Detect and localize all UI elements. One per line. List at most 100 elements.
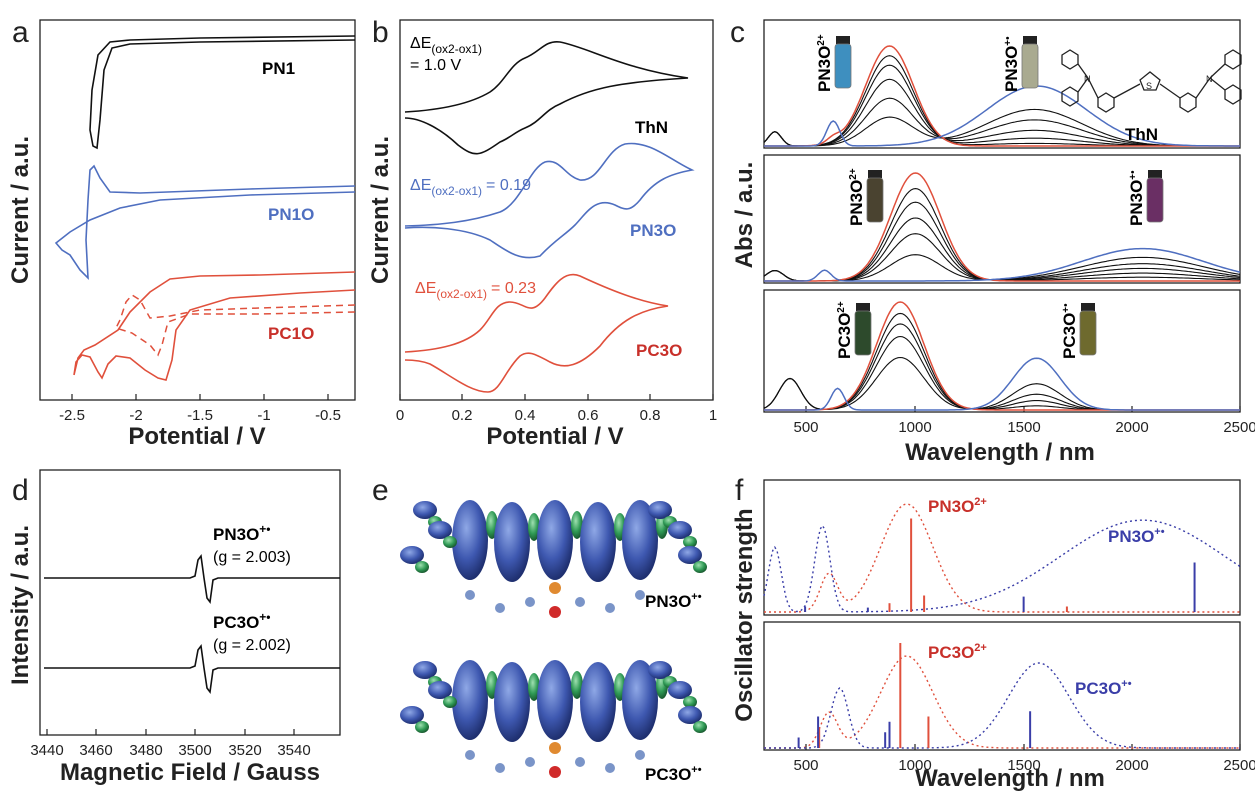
panel-f-spectra [763, 503, 1241, 749]
thn-delta-value: = 1.0 V [410, 57, 461, 74]
a-tick-label: -2 [129, 407, 142, 424]
vial-cap [1023, 36, 1037, 44]
series-thn-cv [404, 41, 689, 155]
series-pc1o-cv-dashed [114, 294, 356, 357]
panel-f-xlabel: Wavelength / nm [915, 765, 1105, 792]
b-tick-label: 0.2 [452, 407, 473, 424]
pn3o-epr-label: PN3O+• [213, 522, 271, 544]
atom [575, 757, 585, 767]
atom [465, 590, 475, 600]
panel-c-xticks: 500 1000 1500 2000 2500 [793, 406, 1255, 436]
series-pn3o-label: PN3O [630, 221, 676, 240]
panel-f-ylabel: Oscillator strength [731, 508, 758, 721]
b-tick-label: 0.4 [515, 407, 536, 424]
panel-e: PN3O+• PC3O+• [400, 500, 707, 784]
series-pn3o-cv [404, 142, 695, 259]
vial-0 [834, 43, 852, 89]
f-bot-dication-curve [764, 655, 1240, 749]
vial-label-1: PN3O+• [1002, 36, 1021, 92]
vial-5 [1079, 310, 1097, 356]
a-tick-label: -2.5 [59, 407, 85, 424]
svg-text:N: N [1206, 74, 1213, 84]
f-tick-label: 500 [793, 757, 818, 774]
spin-lobe-blue [413, 661, 437, 679]
c-mid-spectrum-black [763, 217, 1241, 282]
panel-d-frame [39, 469, 341, 736]
vial-3 [1146, 177, 1164, 223]
spin-lobe-green [415, 561, 429, 573]
series-pc1o-label: PC1O [268, 324, 314, 343]
spin-lobe-blue [400, 706, 424, 724]
pn3o-g-value: (g = 2.003) [213, 549, 291, 566]
spin-lobe-blue [428, 681, 452, 699]
svg-text:S: S [1146, 81, 1152, 91]
d-tick-label: 3500 [178, 742, 211, 759]
spin-lobe-green [415, 721, 429, 733]
series-pn1o-cv [54, 164, 356, 281]
svg-text:N: N [1084, 74, 1091, 84]
f-top-dication-curve [764, 503, 1240, 613]
phosphorus-atom [549, 742, 561, 754]
atom [635, 590, 645, 600]
spin-lobe-blue [537, 500, 573, 580]
spin-lobe-blue [452, 500, 488, 580]
c-top-spectrum-red [764, 45, 1240, 147]
atom [465, 750, 475, 760]
b-tick-label: 0.6 [578, 407, 599, 424]
atom [495, 603, 505, 613]
vial-cap [836, 36, 850, 44]
c-mid-spectrum-red [764, 172, 1240, 282]
d-tick-label: 3520 [228, 742, 261, 759]
spin-lobe-green [693, 721, 707, 733]
thn-structure: S N N [1061, 49, 1242, 113]
series-pn1o-label: PN1O [268, 205, 314, 224]
spin-lobe-green [683, 536, 697, 548]
c-tick-label: 500 [793, 419, 818, 436]
spin-lobe-blue [622, 500, 658, 580]
panel-a-xticks: -2.5 -2 -1.5 -1 -0.5 [59, 394, 341, 424]
panel-c-vials: PN3O2+ PN3O+• PN3O2+ PN3O+• PC3O2+ PC3O+• [815, 34, 1164, 359]
series-pc3o-label: PC3O [636, 341, 682, 360]
b-tick-label: 0.8 [640, 407, 661, 424]
atom [605, 763, 615, 773]
a-tick-label: -1 [257, 407, 270, 424]
panel-a: -2.5 -2 -1.5 -1 -0.5 Potential / V Current /… [7, 19, 356, 450]
spin-lobe-green [443, 696, 457, 708]
vial-label-3: PN3O+• [1127, 170, 1146, 226]
oxygen-atom [549, 606, 561, 618]
atom [525, 597, 535, 607]
f-pc3o-dication-label: PC3O2+ [928, 642, 987, 662]
vial-label-2: PN3O2+ [847, 168, 866, 226]
spin-lobe-green [693, 561, 707, 573]
panel-f-xticks: 500 1000 1500 2000 2500 [793, 744, 1255, 774]
series-pc3o-cv [404, 273, 669, 393]
f-pn3o-dication-label: PN3O2+ [928, 496, 987, 516]
panel-c: 500 1000 1500 2000 2500 Wavelength / nm Abs … [731, 19, 1255, 466]
f-top-radical-curve [763, 519, 1241, 613]
panel-label-e: e [372, 474, 389, 507]
thn-delta-symbol: ΔE(ox2-ox1) [410, 35, 482, 56]
b-tick-label: 1 [709, 407, 717, 424]
spin-lobe-green [571, 671, 583, 699]
vial-1 [1021, 43, 1039, 89]
panel-label-f: f [735, 474, 744, 507]
panel-b: 0 0.2 0.4 0.6 0.8 1 Potential / V Current / a… [367, 19, 717, 450]
series-pc1o-cv [73, 271, 356, 381]
spin-lobe-blue [648, 501, 672, 519]
panel-d: 3440 3460 3480 3500 3520 3540 Magnetic Field … [7, 469, 341, 786]
d-tick-label: 3480 [129, 742, 162, 759]
d-tick-label: 3460 [79, 742, 112, 759]
f-bot-radical-curve [764, 662, 1240, 749]
spin-lobe-blue [678, 706, 702, 724]
c-tick-label: 1000 [898, 419, 931, 436]
spin-lobe-blue [580, 662, 616, 742]
phosphorus-atom [549, 582, 561, 594]
series-pn3o-epr [44, 553, 340, 605]
panel-c-ylabel: Abs / a.u. [731, 162, 758, 269]
panel-b-xlabel: Potential / V [486, 423, 623, 450]
vial-4 [854, 310, 872, 356]
panel-a-xlabel: Potential / V [128, 423, 265, 450]
f-pc3o-radical-label: PC3O+• [1075, 678, 1132, 698]
spin-lobe-blue [413, 501, 437, 519]
